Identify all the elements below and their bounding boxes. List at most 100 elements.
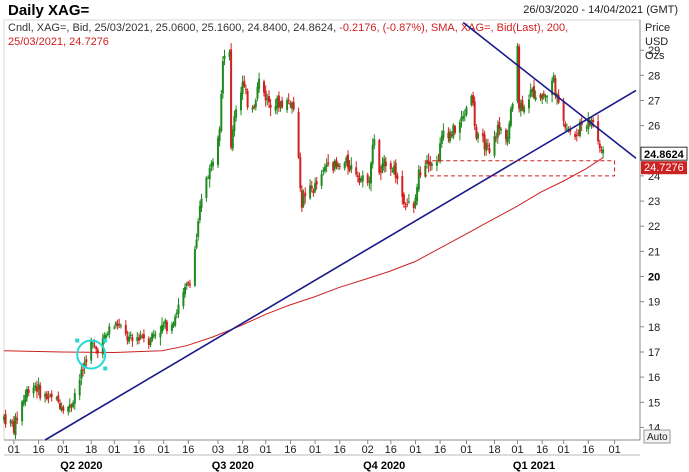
candle <box>256 82 259 101</box>
candle <box>332 161 335 174</box>
candle <box>114 321 117 329</box>
circle-handle[interactable] <box>103 366 108 371</box>
candle <box>449 128 451 144</box>
candle-body <box>274 106 277 111</box>
candle <box>37 377 40 396</box>
candle-body <box>96 349 99 354</box>
x-ticks: 01 16 01 18 01 16 01 16 03 18 01 16 01 16 02 16 01 16 01 18… <box>8 440 621 456</box>
y-tick-label: 28 <box>648 70 660 82</box>
circle-handle[interactable] <box>75 338 80 343</box>
candle-body <box>193 248 196 286</box>
candle-body <box>529 89 532 97</box>
x-tick-label: 01 <box>309 444 321 456</box>
candle <box>170 321 173 334</box>
candle-body <box>366 174 369 184</box>
candle-body <box>73 393 76 404</box>
circle-handle[interactable] <box>103 338 108 343</box>
candle <box>347 150 349 175</box>
candle <box>602 146 605 159</box>
highlight-circle[interactable] <box>76 339 107 370</box>
candle-body <box>11 422 14 424</box>
candle-body <box>300 190 303 208</box>
candle <box>383 154 386 173</box>
candle <box>197 218 200 241</box>
candle-body <box>268 96 270 103</box>
candle-body <box>449 131 451 142</box>
candle-body <box>289 102 292 106</box>
candle <box>34 382 37 391</box>
x-tick-label: 16 <box>434 444 446 456</box>
candle-body <box>394 162 397 178</box>
candle <box>207 175 210 179</box>
candle <box>562 97 565 127</box>
candle <box>426 155 428 169</box>
candle-body <box>185 283 188 286</box>
candle-body <box>602 149 605 154</box>
candle <box>138 333 140 345</box>
candle-body <box>68 404 71 408</box>
candle <box>230 43 233 150</box>
y-ticks: 14151617181920212223242526272829 <box>640 45 660 434</box>
candle <box>246 88 249 110</box>
x-tick-label: 16 <box>536 444 548 456</box>
candle <box>333 159 336 172</box>
x-tick-label: 16 <box>133 444 145 456</box>
candle-body <box>472 95 475 103</box>
candle-body <box>266 98 269 100</box>
candle <box>437 153 440 163</box>
candle-body <box>528 99 530 109</box>
candle-body <box>159 333 162 338</box>
candle-body <box>534 96 537 100</box>
candle <box>435 155 438 172</box>
candle <box>49 393 52 398</box>
candle <box>254 98 257 111</box>
candle <box>439 137 442 164</box>
candle-body <box>116 324 119 327</box>
candle <box>124 320 127 337</box>
y-tick-label: 19 <box>648 297 660 309</box>
candle-body <box>276 97 279 109</box>
candle-body <box>108 326 111 335</box>
candle <box>427 153 430 173</box>
y-tick-label: 21 <box>648 246 660 258</box>
candle-body <box>124 325 127 335</box>
candle <box>541 93 544 105</box>
y-tick-label: 26 <box>648 121 660 133</box>
candle <box>452 123 455 140</box>
candle-body <box>233 116 236 131</box>
candle <box>505 128 507 145</box>
candle <box>269 98 272 117</box>
candle-body <box>142 334 145 339</box>
candle-body <box>21 401 24 422</box>
candle <box>394 159 397 184</box>
candle <box>184 283 186 298</box>
candle-body <box>579 121 581 136</box>
candle <box>231 125 234 152</box>
candle <box>442 123 445 141</box>
candle-body <box>47 396 50 399</box>
candle <box>195 233 198 250</box>
auto-scale-button[interactable] <box>643 429 671 444</box>
candle-body <box>170 324 173 331</box>
candle-body <box>119 325 122 327</box>
candle-body <box>323 166 326 172</box>
candle-body <box>574 134 577 137</box>
candle-body <box>62 406 65 412</box>
candle-body <box>162 325 165 328</box>
candle-body <box>361 175 364 182</box>
candle <box>139 330 142 340</box>
candle <box>521 95 524 112</box>
candle <box>402 192 405 208</box>
candle-body <box>384 161 387 167</box>
candle-body <box>113 327 116 329</box>
candle <box>406 198 409 208</box>
candle <box>27 386 30 397</box>
candle-body <box>486 145 489 147</box>
candle <box>299 152 302 192</box>
candle <box>544 94 547 102</box>
candle-body <box>419 172 422 176</box>
legend-candle-values: Cndl, XAG=, Bid, 25/03/2021, 25.0600, 25… <box>8 22 336 34</box>
candle <box>450 131 453 139</box>
x-tick-label: 16 <box>32 444 44 456</box>
candle-body <box>70 405 73 407</box>
